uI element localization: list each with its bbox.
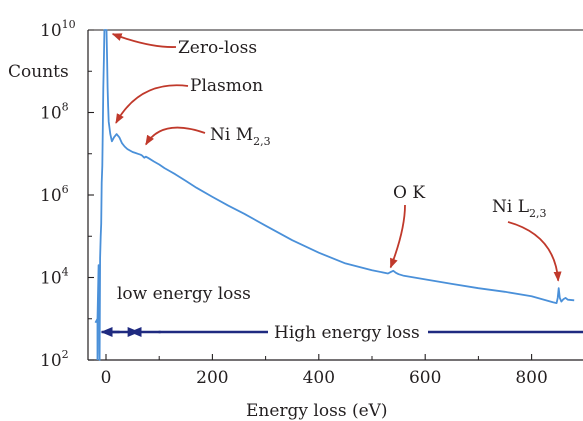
y-tick-label: 108 — [40, 101, 69, 124]
y-tick-label: 102 — [40, 348, 69, 371]
high-energy-loss-label: High energy loss — [274, 323, 420, 343]
annotation-label: Ni L2,3 — [492, 197, 547, 220]
peak-annotations: Zero-loss Plasmon Ni M2,3 O K Ni L2,3 — [111, 33, 562, 282]
x-axis-title: Energy loss (eV) — [246, 401, 388, 421]
axis-ticks: 0 200 400 600 800 102 104 106 108 1010 — [40, 18, 548, 388]
y-tick-label: 1010 — [40, 18, 76, 41]
x-tick-label: 200 — [196, 368, 228, 388]
x-tick-label: 400 — [303, 368, 335, 388]
annotation-label: Plasmon — [190, 76, 263, 96]
annotation-arrow — [115, 84, 189, 124]
spectrum-line — [94, 29, 575, 361]
annotation-label: O K — [393, 183, 425, 203]
x-tick-label: 0 — [101, 368, 112, 388]
y-tick-label: 106 — [40, 183, 69, 206]
annotation-arrow — [145, 126, 206, 146]
y-axis-title: Counts — [8, 62, 69, 82]
annotation-label: Ni M2,3 — [210, 125, 271, 148]
spectrum-series — [94, 29, 575, 361]
annotation-arrow — [507, 221, 562, 282]
y-tick-label: 104 — [40, 266, 69, 289]
x-tick-label: 600 — [409, 368, 441, 388]
annotation-arrow — [111, 33, 177, 48]
x-tick-label: 800 — [515, 368, 547, 388]
annotation-arrow — [389, 204, 406, 269]
annotation-label: Zero-loss — [178, 38, 257, 58]
low-energy-loss-label: low energy loss — [117, 284, 251, 304]
range-arrows: low energy loss High energy loss — [100, 284, 583, 343]
